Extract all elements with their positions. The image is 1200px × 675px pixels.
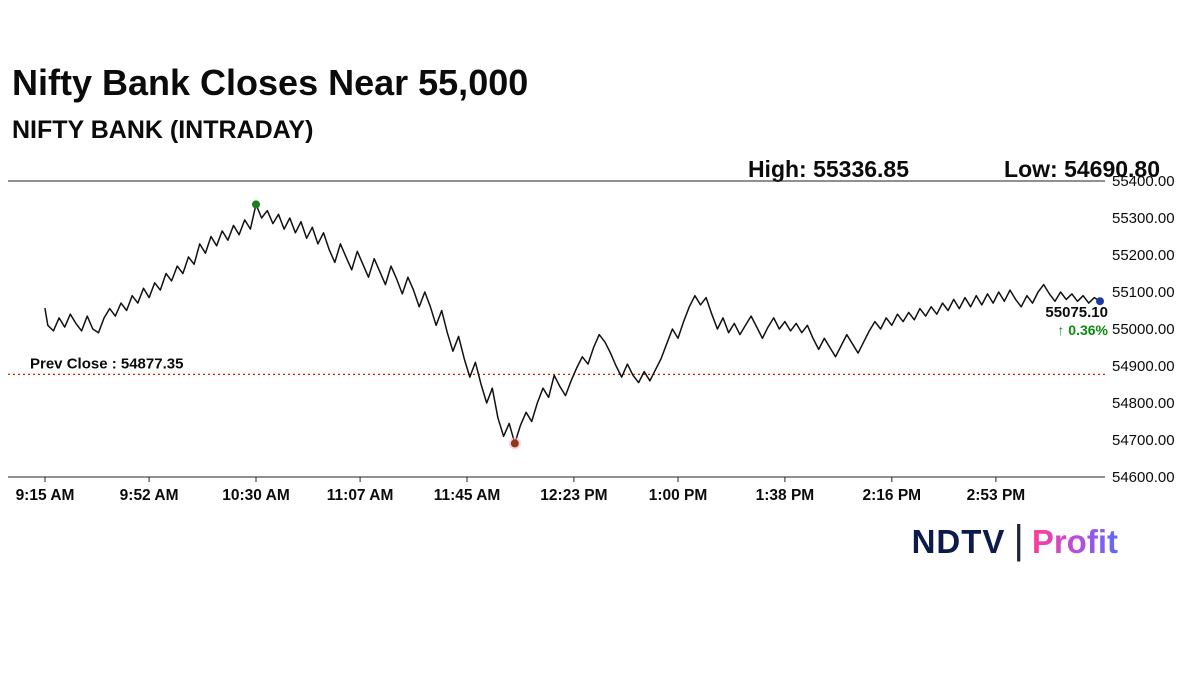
y-axis-tick-label: 54900.00 — [1112, 358, 1175, 375]
change-percent-label: ↑ 0.36% — [1057, 322, 1108, 338]
y-axis-tick-label: 54700.00 — [1112, 432, 1175, 449]
y-axis-tick-label: 54800.00 — [1112, 395, 1175, 412]
low-marker-dot — [510, 439, 519, 448]
high-marker-dot — [252, 200, 260, 209]
x-axis-tick-label: 11:07 AM — [327, 487, 394, 504]
x-axis-tick-label: 9:15 AM — [16, 487, 75, 504]
page-title: Nifty Bank Closes Near 55,000 — [12, 62, 529, 103]
y-axis-tick-label: 54600.00 — [1112, 469, 1175, 486]
brand-logo: NDTV | Profit — [911, 518, 1118, 562]
prev-close-label: Prev Close : 54877.35 — [30, 355, 183, 372]
high-low-row: High: 55336.85 Low: 54690.80 — [0, 156, 1160, 183]
last-price-label: 55075.10 — [1045, 304, 1108, 321]
last-marker-dot — [1096, 297, 1104, 306]
ndtv-logo-text: NDTV — [911, 523, 1006, 560]
x-axis-tick-label: 12:23 PM — [540, 487, 607, 504]
low-value-label: Low: 54690.80 — [1004, 156, 1160, 182]
y-axis-tick-label: 55200.00 — [1112, 247, 1175, 264]
high-value-label: High: 55336.85 — [747, 156, 910, 182]
x-axis-tick-label: 10:30 AM — [222, 487, 289, 504]
price-line — [44, 203, 1101, 445]
x-axis-tick-label: 2:53 PM — [967, 487, 1026, 504]
profit-logo-text: Profit — [1031, 523, 1118, 560]
y-axis-tick-label: 55300.00 — [1112, 210, 1175, 227]
logo-divider: | — [1013, 518, 1024, 562]
x-axis-tick-label: 11:45 AM — [434, 487, 501, 504]
x-axis-tick-label: 9:52 AM — [120, 487, 179, 504]
y-axis-tick-label: 55000.00 — [1112, 321, 1175, 338]
y-axis-tick-label: 55400.00 — [1112, 173, 1175, 190]
y-axis-tick-label: 55100.00 — [1112, 284, 1175, 301]
x-axis-tick-label: 2:16 PM — [863, 487, 922, 504]
x-axis-tick-label: 1:00 PM — [649, 487, 708, 504]
chart-subtitle: NIFTY BANK (INTRADAY) — [12, 116, 314, 144]
x-axis-tick-label: 1:38 PM — [756, 487, 815, 504]
